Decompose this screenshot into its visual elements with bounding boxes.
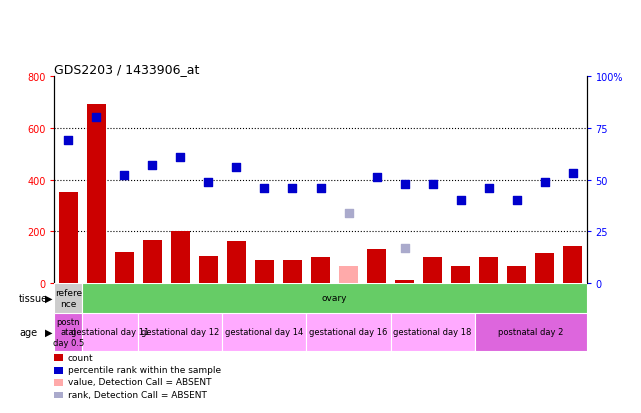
Bar	[54, 313, 83, 351]
Point	[428, 181, 438, 188]
Text: GSM120850: GSM120850	[316, 286, 325, 332]
Text: ovary: ovary	[322, 294, 347, 303]
Text: postn
atal
day 0.5: postn atal day 0.5	[53, 317, 84, 347]
Text: age: age	[19, 327, 37, 337]
Point	[203, 179, 213, 185]
Bar	[59, 193, 78, 283]
Text: GSM120844: GSM120844	[484, 286, 493, 332]
Text: percentile rank within the sample: percentile rank within the sample	[68, 365, 221, 374]
Point	[539, 179, 549, 185]
Text: ▶: ▶	[45, 293, 53, 303]
Text: GSM120841: GSM120841	[568, 286, 577, 332]
Bar	[338, 266, 358, 283]
Text: GSM120854: GSM120854	[92, 286, 101, 332]
Point	[63, 138, 74, 144]
Bar	[254, 261, 274, 283]
Text: GDS2203 / 1433906_at: GDS2203 / 1433906_at	[54, 63, 200, 76]
Text: refere
nce: refere nce	[55, 289, 82, 308]
Bar	[395, 281, 414, 283]
Text: value, Detection Call = ABSENT: value, Detection Call = ABSENT	[68, 377, 212, 387]
Text: gestational day 14: gestational day 14	[226, 328, 304, 337]
Bar	[563, 247, 582, 283]
Text: tissue: tissue	[19, 293, 48, 303]
Point	[483, 185, 494, 192]
Text: GSM120849: GSM120849	[288, 286, 297, 332]
Text: gestational day 18: gestational day 18	[394, 328, 472, 337]
Point	[260, 185, 270, 192]
Text: gestational day 16: gestational day 16	[310, 328, 388, 337]
Text: GSM120845: GSM120845	[344, 286, 353, 332]
Text: rank, Detection Call = ABSENT: rank, Detection Call = ABSENT	[68, 390, 207, 399]
Bar	[143, 241, 162, 283]
Bar	[451, 266, 470, 283]
Text: GSM120855: GSM120855	[120, 286, 129, 332]
Bar	[306, 313, 390, 351]
Text: GSM120847: GSM120847	[400, 286, 409, 332]
Bar	[87, 105, 106, 283]
Bar	[479, 258, 498, 283]
Text: GSM120852: GSM120852	[204, 286, 213, 332]
Bar	[115, 252, 135, 283]
Text: GSM120857: GSM120857	[64, 286, 73, 332]
Text: ▶: ▶	[45, 327, 53, 337]
Text: GSM120843: GSM120843	[456, 286, 465, 332]
Point	[287, 185, 297, 192]
Point	[176, 154, 186, 161]
Text: GSM120842: GSM120842	[428, 286, 437, 332]
Text: GSM120839: GSM120839	[512, 286, 521, 332]
Point	[315, 185, 326, 192]
Text: GSM120851: GSM120851	[176, 286, 185, 332]
Point	[371, 175, 381, 181]
Text: GSM120848: GSM120848	[260, 286, 269, 332]
Bar	[199, 256, 219, 283]
Point	[399, 245, 410, 252]
Text: count: count	[68, 353, 94, 362]
Point	[512, 197, 522, 204]
Text: gestational day 12: gestational day 12	[142, 328, 220, 337]
Bar	[311, 258, 330, 283]
Point	[344, 210, 354, 216]
Bar	[138, 313, 222, 351]
Text: GSM120840: GSM120840	[540, 286, 549, 332]
Bar	[83, 313, 138, 351]
Point	[455, 197, 465, 204]
Point	[119, 173, 129, 179]
Point	[399, 181, 410, 188]
Bar	[474, 313, 587, 351]
Text: GSM120853: GSM120853	[232, 286, 241, 332]
Text: postnatal day 2: postnatal day 2	[498, 328, 563, 337]
Text: GSM120846: GSM120846	[372, 286, 381, 332]
Bar	[535, 254, 554, 283]
Bar	[507, 266, 526, 283]
Bar	[222, 313, 306, 351]
Text: GSM120856: GSM120856	[148, 286, 157, 332]
Bar	[422, 257, 442, 283]
Point	[92, 115, 102, 121]
Bar	[283, 261, 303, 283]
Point	[567, 171, 578, 177]
Bar	[390, 313, 474, 351]
Bar	[227, 242, 246, 283]
Bar	[367, 250, 387, 283]
Point	[147, 162, 158, 169]
Bar	[54, 283, 83, 313]
Text: gestational day 11: gestational day 11	[71, 328, 149, 337]
Point	[231, 164, 242, 171]
Bar	[171, 232, 190, 283]
